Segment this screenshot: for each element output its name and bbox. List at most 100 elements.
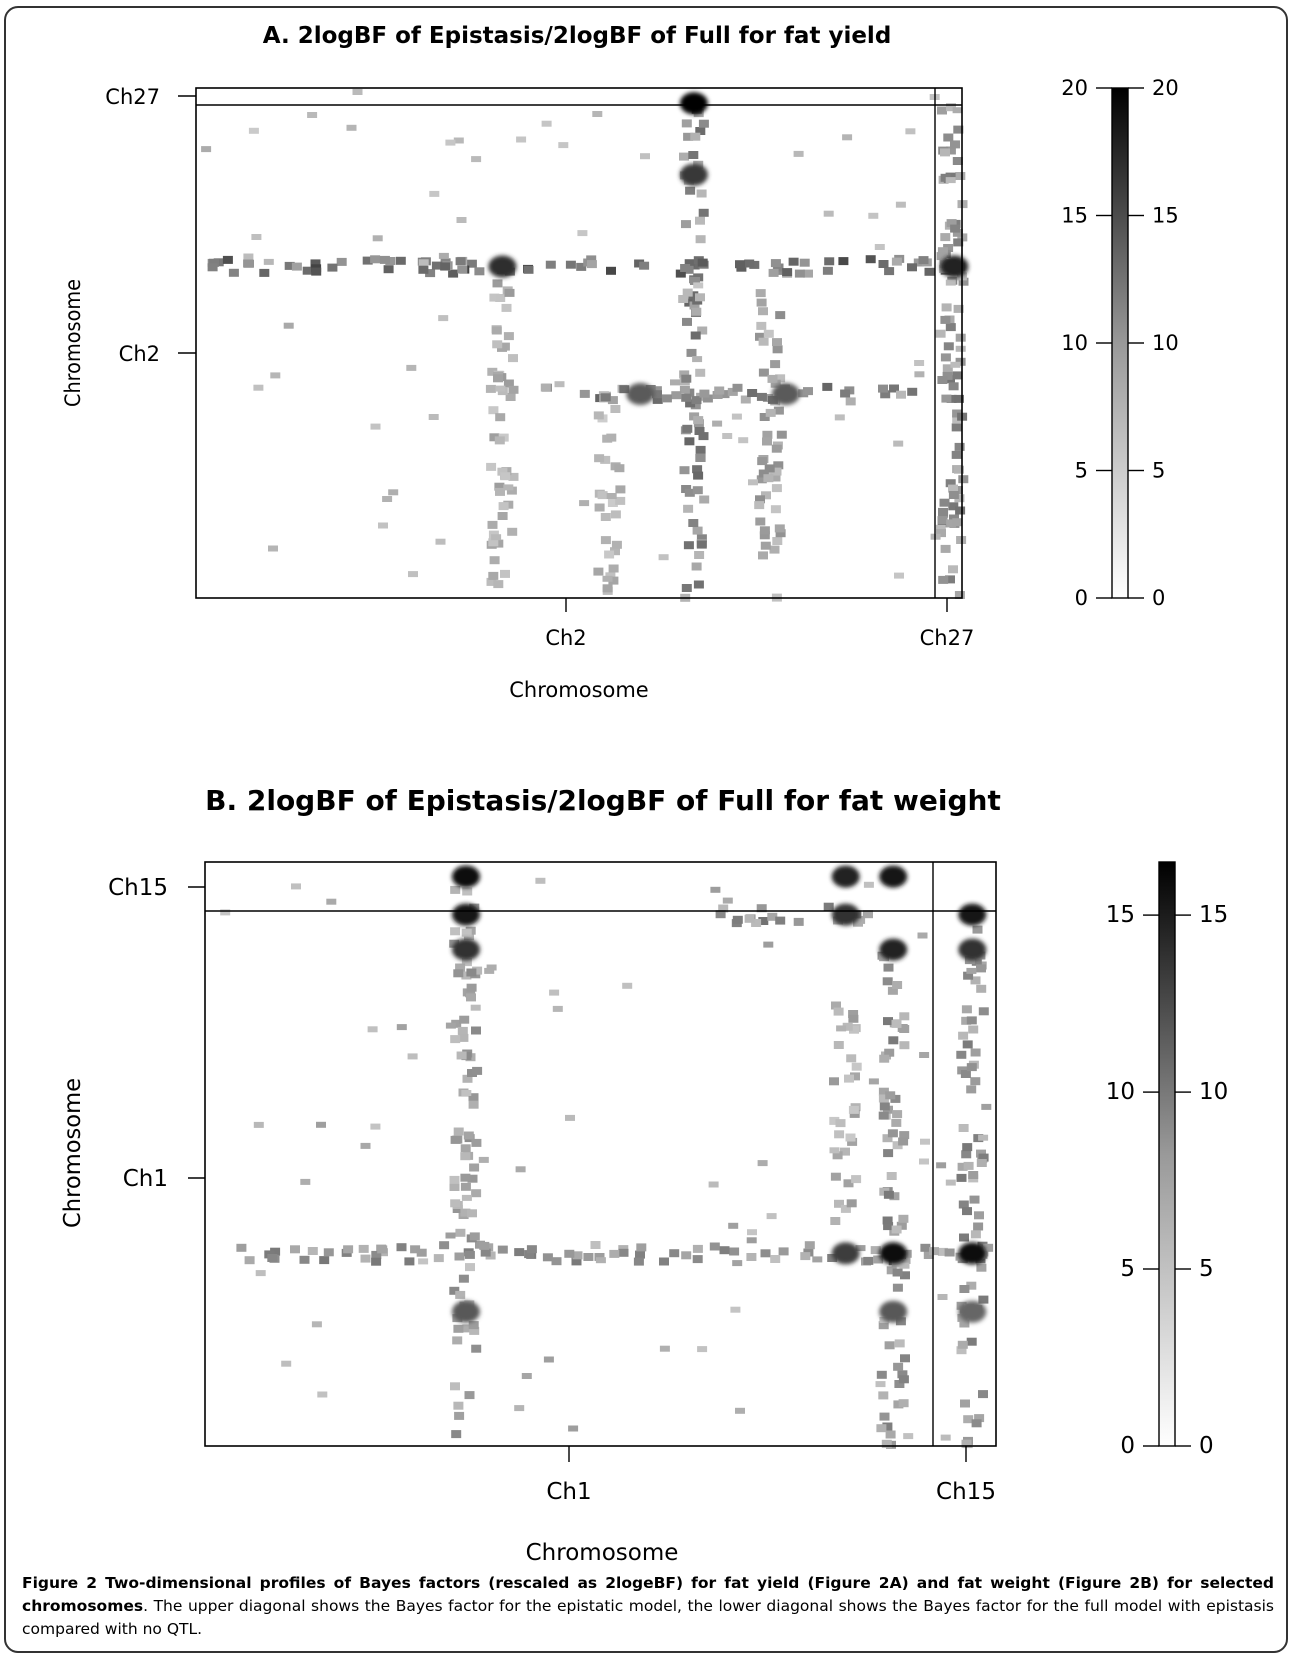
heatmap-cell: [462, 929, 472, 937]
heatmap-cell: [883, 1149, 893, 1157]
heatmap-cell: [680, 386, 690, 394]
heatmap-hotspot: [879, 1242, 907, 1264]
heatmap-cell: [397, 1024, 407, 1030]
heatmap-cell: [493, 374, 503, 382]
heatmap-hotspot: [958, 904, 986, 926]
heatmap-cell: [941, 1435, 951, 1441]
heatmap-cell: [687, 349, 697, 357]
heatmap-cell: [516, 137, 526, 143]
heatmap-cell: [580, 390, 590, 398]
heatmap-cell: [455, 1253, 465, 1261]
heatmap-cell: [688, 519, 698, 527]
heatmap-cell: [471, 156, 481, 162]
heatmap-cell: [565, 1115, 575, 1121]
heatmap-cell: [920, 1139, 930, 1145]
heatmap-cell: [253, 385, 263, 391]
heatmap-cell: [607, 493, 617, 499]
heatmap-cell: [830, 1147, 840, 1153]
heatmap-cell: [223, 256, 233, 264]
heatmap-cell: [326, 899, 336, 905]
heatmap-cell: [439, 253, 449, 259]
heatmap-cell: [492, 327, 502, 335]
heatmap-cell: [892, 1110, 902, 1118]
heatmap-cell: [419, 259, 429, 265]
heatmap-cell: [893, 1284, 903, 1292]
heatmap-cell: [460, 1174, 470, 1182]
heatmap-cell: [681, 1251, 691, 1259]
heatmap-cell: [960, 1400, 970, 1408]
heatmap-cell: [756, 322, 766, 330]
panel-b-y-axis-label: Chromosome: [60, 1078, 86, 1228]
heatmap-cell: [852, 1063, 862, 1071]
panel-a-x-axis-label: Chromosome: [509, 678, 648, 702]
heatmap-cell: [851, 1175, 861, 1183]
heatmap-cell: [417, 1249, 427, 1257]
heatmap-cell: [659, 1258, 669, 1266]
heatmap-cell: [493, 580, 503, 588]
heatmap-cell: [876, 1424, 886, 1432]
heatmap-cell: [937, 107, 947, 115]
heatmap-cell: [555, 381, 565, 387]
heatmap-cell: [763, 474, 773, 482]
heatmap-cell: [952, 451, 962, 459]
colorbar-tick-label: 0: [1152, 586, 1165, 610]
heatmap-cell: [693, 416, 703, 424]
heatmap-cell: [795, 270, 805, 278]
heatmap-cell: [549, 990, 559, 996]
colorbar-tick-label: 5: [1120, 1256, 1135, 1282]
heatmap-cell: [459, 1275, 469, 1283]
heatmap-cell: [452, 1336, 462, 1344]
heatmap-cell: [955, 172, 965, 180]
heatmap-cell: [949, 382, 959, 390]
heatmap-cell: [800, 1252, 810, 1260]
heatmap-cell: [769, 269, 779, 277]
heatmap-cell: [681, 220, 691, 228]
caption-text: . The upper diagonal shows the Bayes fac…: [22, 1597, 1274, 1638]
heatmap-cell: [406, 365, 416, 371]
heatmap-cell: [836, 1119, 846, 1127]
heatmap-cell: [568, 1426, 578, 1432]
heatmap-cell: [612, 541, 622, 549]
heatmap-cell: [542, 121, 552, 127]
panel-a-xtick-label: Ch2: [545, 626, 586, 650]
heatmap-cell: [888, 1036, 898, 1044]
heatmap-hotspot: [452, 1301, 480, 1323]
heatmap-cell: [946, 323, 956, 331]
heatmap-cell: [891, 1119, 901, 1127]
heatmap-cell: [758, 551, 768, 559]
heatmap-cell: [834, 1008, 844, 1016]
heatmap-cell: [682, 318, 692, 326]
heatmap-cell: [886, 1431, 896, 1439]
heatmap-cell: [812, 1256, 822, 1262]
heatmap-cell: [722, 433, 732, 439]
heatmap-cell: [467, 984, 477, 992]
heatmap-cell: [451, 1430, 461, 1438]
heatmap-cell: [831, 1173, 841, 1181]
heatmap-cell: [440, 262, 450, 270]
heatmap-cell: [461, 1090, 471, 1096]
heatmap-hotspot: [680, 164, 708, 186]
heatmap-cell: [609, 1250, 619, 1258]
heatmap-cell: [898, 1138, 908, 1146]
heatmap-cell: [256, 1270, 266, 1276]
heatmap-cell: [775, 524, 785, 532]
heatmap-cell: [454, 1412, 464, 1420]
heatmap-cell: [974, 1211, 984, 1219]
heatmap-cell: [450, 1183, 460, 1191]
heatmap-cell: [770, 546, 780, 554]
heatmap-cell: [782, 268, 792, 276]
heatmap-cell: [709, 1182, 719, 1188]
heatmap-cell: [880, 1413, 890, 1421]
heatmap-cell: [772, 537, 782, 545]
heatmap-cell: [967, 1063, 977, 1071]
heatmap-cell: [767, 1213, 777, 1219]
heatmap-cell: [968, 1171, 978, 1179]
heatmap-cell: [695, 293, 705, 301]
heatmap-cell: [683, 505, 693, 513]
heatmap-cell: [316, 1122, 326, 1128]
heatmap-cell: [450, 1382, 460, 1390]
heatmap-cell: [486, 463, 496, 471]
heatmap-cell: [973, 926, 983, 934]
heatmap-cell: [514, 1248, 524, 1256]
heatmap-cell: [978, 1296, 988, 1304]
